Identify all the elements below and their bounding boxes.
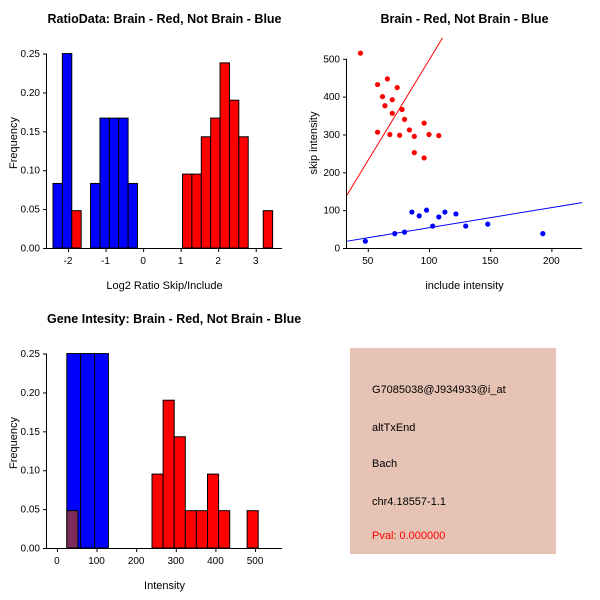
svg-text:-2: -2: [64, 256, 73, 267]
svg-text:300: 300: [167, 556, 184, 567]
gene-intensity-histogram-xlabel: Intensity: [144, 580, 185, 592]
svg-text:0.05: 0.05: [21, 505, 41, 516]
gene-intensity-histogram-ylabel: Frequency: [8, 417, 20, 469]
pval-text: Pval: 0.000000: [372, 530, 446, 542]
gene-name-text: Bach: [372, 458, 398, 470]
svg-text:-1: -1: [101, 256, 110, 267]
svg-text:100: 100: [88, 556, 105, 567]
svg-text:0.10: 0.10: [21, 166, 41, 177]
svg-text:3: 3: [253, 256, 259, 267]
svg-text:0.10: 0.10: [21, 466, 41, 477]
ratio-histogram-ylabel: Frequency: [8, 117, 20, 169]
ratio-histogram-xlabel: Log2 Ratio Skip/Include: [106, 280, 223, 292]
svg-text:100: 100: [323, 206, 340, 217]
svg-text:0: 0: [140, 256, 146, 267]
intensity-scatter-title: Brain - Red, Not Brain - Blue: [380, 12, 549, 26]
svg-text:0: 0: [334, 244, 340, 255]
svg-text:1: 1: [178, 256, 184, 267]
svg-text:200: 200: [128, 556, 145, 567]
svg-text:50: 50: [362, 256, 374, 267]
ratio-histogram-canvas: -2 -1 0 1 2 3 0.00 0.05 0.10 0.15 0.20 0.25: [21, 49, 282, 267]
svg-text:0.25: 0.25: [21, 49, 41, 60]
svg-text:400: 400: [323, 92, 340, 103]
svg-text:0: 0: [54, 556, 60, 567]
svg-text:300: 300: [323, 130, 340, 141]
svg-text:150: 150: [482, 256, 499, 267]
svg-text:100: 100: [421, 256, 438, 267]
intensity-scatter-panel: 50 100 150 200 0 100 200 300 400 500 Brain - Red,…: [300, 0, 600, 300]
svg-text:0.00: 0.00: [21, 544, 41, 555]
svg-text:500: 500: [247, 556, 264, 567]
svg-text:0.15: 0.15: [21, 427, 41, 438]
svg-text:2: 2: [215, 256, 221, 267]
event-info-panel: G7085038@J934933@i_at altTxEnd Bach chr4…: [300, 300, 600, 600]
ratio-histogram-panel: -2 -1 0 1 2 3 0.00 0.05 0.10 0.15 0.20 0.25 RatioDa…: [0, 0, 300, 300]
intensity-scatter-ylabel: skip intensity: [308, 111, 320, 175]
svg-text:0.05: 0.05: [21, 205, 41, 216]
svg-text:400: 400: [207, 556, 224, 567]
locus-text: chr4.18557-1.1: [372, 496, 446, 508]
svg-text:0.15: 0.15: [21, 127, 41, 138]
svg-text:0.25: 0.25: [21, 349, 41, 360]
svg-text:0.20: 0.20: [21, 88, 41, 99]
intensity-scatter-canvas: 50 100 150 200 0 100 200 300 400 500: [323, 37, 583, 267]
event-type-text: altTxEnd: [372, 422, 416, 434]
svg-text:200: 200: [543, 256, 560, 267]
gene-intensity-histogram-title: Gene Intesity: Brain - Red, Not Brain - …: [47, 312, 302, 326]
svg-text:0.00: 0.00: [21, 244, 41, 255]
ratio-histogram-title: RatioData: Brain - Red, Not Brain - Blue: [47, 12, 282, 26]
info-box: G7085038@J934933@i_at altTxEnd Bach chr4…: [350, 348, 556, 554]
svg-text:0.20: 0.20: [21, 388, 41, 399]
probe-id-text: G7085038@J934933@i_at: [372, 384, 506, 396]
svg-text:500: 500: [323, 54, 340, 65]
svg-text:200: 200: [323, 168, 340, 179]
gene-intensity-histogram-panel: 0 100 200 300 400 500 0.00 0.05 0.10 0.15 0.20 0.25…: [0, 300, 302, 600]
gene-intensity-histogram-canvas: 0 100 200 300 400 500 0.00 0.05 0.10 0.15 0.20 0.25: [21, 349, 282, 567]
intensity-scatter-xlabel: include intensity: [425, 280, 504, 292]
